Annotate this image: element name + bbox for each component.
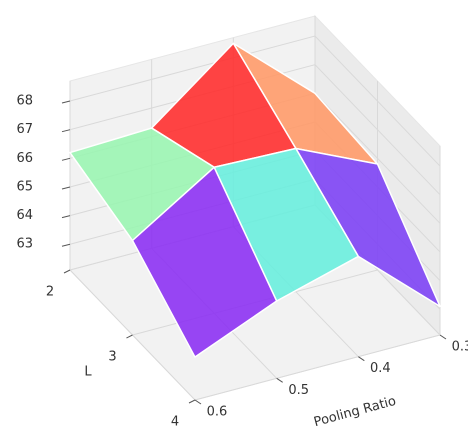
- x-tick-label: 0.5: [288, 383, 309, 398]
- grid-line: [69, 64, 441, 196]
- y-axis-label: L: [84, 365, 92, 380]
- z-tick-label: 68: [16, 94, 33, 109]
- tick-mark: [188, 399, 196, 404]
- tick-mark: [194, 399, 202, 405]
- tick-mark: [61, 157, 71, 161]
- tick-mark: [61, 215, 71, 219]
- tick-mark: [63, 269, 71, 274]
- tick-mark: [61, 129, 71, 133]
- z-tick-label: 64: [16, 208, 33, 223]
- tick-mark: [61, 243, 71, 247]
- tick-mark: [276, 377, 283, 383]
- x-tick-label: 0.6: [207, 405, 228, 420]
- tick-mark: [439, 334, 447, 340]
- tick-mark: [358, 356, 365, 362]
- y-tick-label: 3: [108, 350, 116, 365]
- surface-patch: [131, 166, 278, 358]
- x-axis-label: Pooling Ratio: [312, 394, 398, 430]
- tick-mark: [126, 334, 133, 339]
- z-tick-label: 66: [16, 151, 33, 166]
- z-tick-label: 63: [16, 237, 33, 252]
- z-tick-label: 65: [16, 179, 33, 194]
- x-tick-label: 0.3: [452, 340, 468, 355]
- y-tick-label: 2: [46, 285, 54, 300]
- x-tick-label: 0.4: [370, 361, 391, 376]
- grid-line: [69, 35, 441, 167]
- tick-mark: [61, 100, 71, 104]
- tick-mark: [61, 186, 71, 190]
- y-tick-label: 4: [171, 415, 179, 430]
- z-tick-label: 67: [16, 122, 33, 137]
